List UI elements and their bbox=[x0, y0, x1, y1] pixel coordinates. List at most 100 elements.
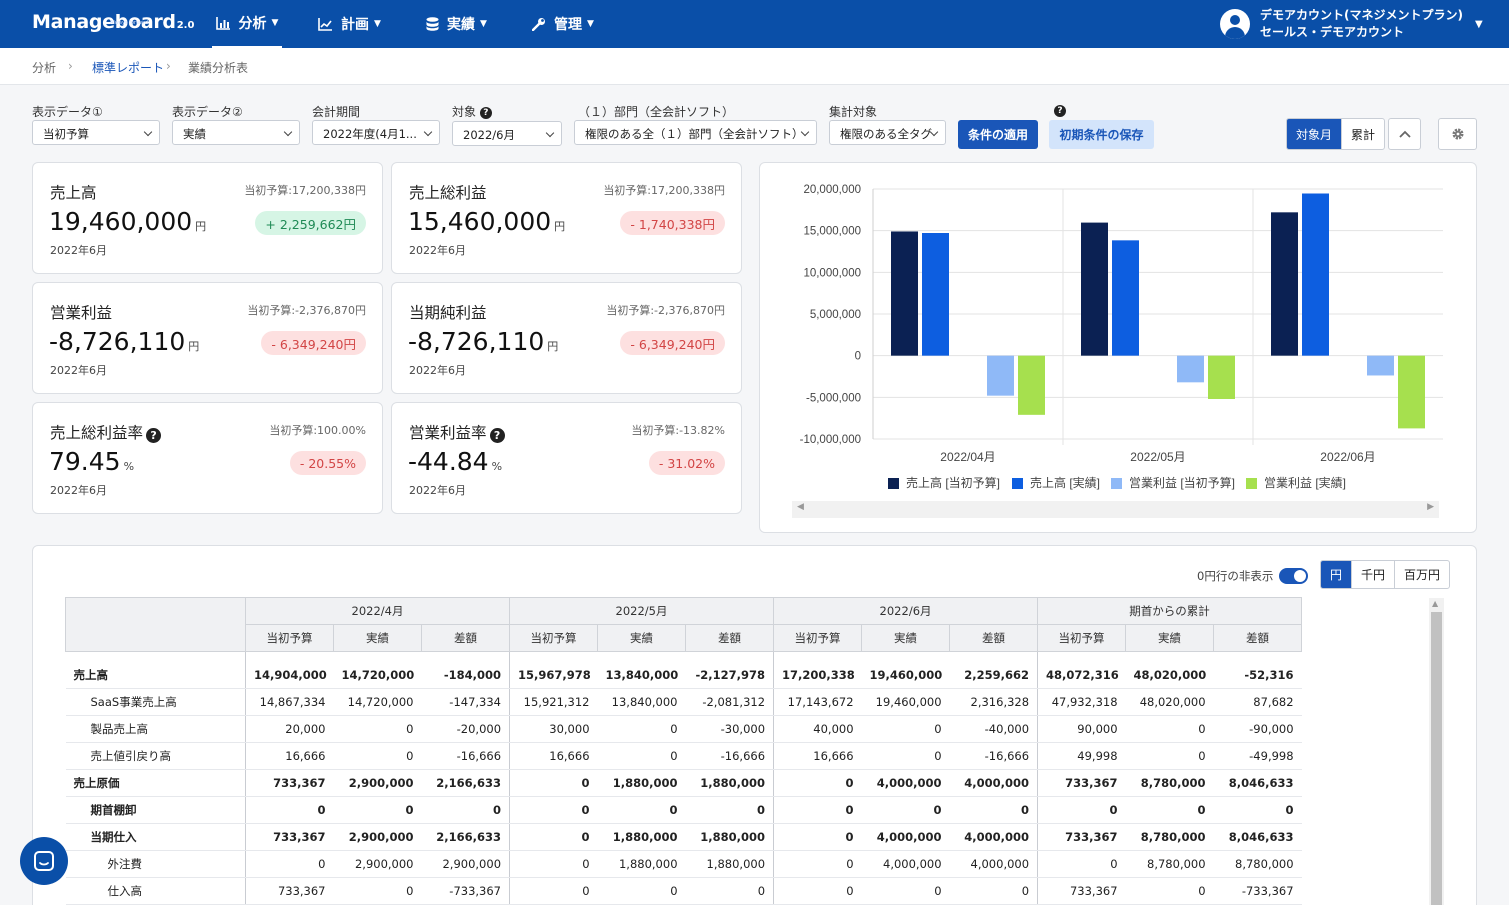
table-row[interactable]: 売上原価 733,367 2,900,000 2,166,633 0 1,880,000 1… bbox=[65, 769, 1302, 797]
table-cell: 0 bbox=[1037, 796, 1126, 824]
chevron-down-icon: ▼ bbox=[1474, 18, 1483, 30]
kpi-title-text: 売上総利益 bbox=[409, 184, 487, 202]
user-org: セールス・デモアカウント bbox=[1260, 25, 1405, 39]
kpi-value-number: 79.45 bbox=[49, 447, 121, 476]
kpi-title-text: 営業利益率 bbox=[409, 424, 487, 442]
breadcrumb: 分析 › 標準レポート › 業績分析表 bbox=[0, 48, 1509, 85]
kpi-budget: 当初予算:17,200,338円 bbox=[603, 184, 725, 197]
help-icon[interactable]: ? bbox=[489, 428, 505, 443]
nav-analysis[interactable]: 分析 ▼ bbox=[212, 0, 282, 48]
user-menu[interactable]: デモアカウント(マネジメントプラン) セールス・デモアカウント ▼ bbox=[1220, 6, 1483, 42]
table-cell: -40,000 bbox=[949, 715, 1038, 743]
aggregate-tag-select[interactable]: 権限のある全タグ bbox=[829, 120, 946, 145]
kpi-unit: 円 bbox=[188, 340, 200, 353]
table-row[interactable]: 仕入高 733,367 0 -733,367 0 0 0 0 0 0 733,367 0 -733,36… bbox=[65, 877, 1302, 905]
table-cell: 1,880,000 bbox=[597, 769, 686, 797]
chevron-up-icon bbox=[1398, 130, 1411, 138]
table-cell: 0 bbox=[1213, 796, 1302, 824]
table-cell: 14,867,334 bbox=[245, 688, 334, 716]
column-header: 当初予算 bbox=[245, 624, 334, 652]
help-icon[interactable]: ? bbox=[146, 428, 162, 443]
kpi-date: 2022年6月 bbox=[50, 484, 107, 497]
table-row[interactable]: 製品売上高 20,000 0 -20,000 30,000 0 -30,000 40,000 0… bbox=[65, 715, 1302, 743]
kpi-title: 売上総利益 bbox=[409, 181, 487, 203]
scrollbar-thumb[interactable] bbox=[1431, 612, 1442, 905]
table-cell: 1,880,000 bbox=[597, 823, 686, 851]
bar bbox=[1018, 355, 1045, 415]
collapse-button[interactable] bbox=[1388, 118, 1421, 150]
column-header: 実績 bbox=[597, 624, 687, 652]
table-row[interactable]: SaaS事業売上高 14,867,334 14,720,000 -147,334 15,… bbox=[65, 688, 1302, 716]
chart-horizontal-scrollbar[interactable]: ◀ ▶ bbox=[792, 501, 1439, 518]
table-cell: 4,000,000 bbox=[949, 823, 1038, 851]
save-default-conditions-button[interactable]: 初期条件の保存 bbox=[1049, 120, 1154, 149]
nav-plan[interactable]: 計画 ▼ bbox=[318, 0, 381, 48]
kpi-value-number: -44.84 bbox=[408, 447, 489, 476]
kpi-value: 19,460,000 円 bbox=[49, 207, 206, 236]
breadcrumb-current: 業績分析表 bbox=[188, 61, 249, 75]
x-tick-label: 2022/05月 bbox=[1130, 450, 1185, 464]
table-cell: 0 bbox=[509, 823, 598, 851]
kpi-card-gross-margin: 売上総利益率? 当初予算:100.00% 79.45% - 20.55% 2022年6月 bbox=[32, 402, 383, 514]
table-cell: 0 bbox=[773, 769, 862, 797]
display-data2-select[interactable]: 実績 bbox=[172, 120, 300, 145]
breadcrumb-standard-report[interactable]: 標準レポート bbox=[92, 61, 165, 75]
table-cell: 8,780,000 bbox=[1125, 823, 1214, 851]
table-cell: 19,460,000 bbox=[861, 688, 950, 716]
app-logo[interactable]: Manageboard 2.0 bbox=[32, 11, 194, 33]
help-icon[interactable]: ? bbox=[479, 106, 492, 119]
legend-label: 売上高 [当初予算] bbox=[906, 475, 1000, 490]
settings-button[interactable] bbox=[1438, 118, 1477, 150]
kpi-date: 2022年6月 bbox=[409, 364, 466, 377]
table-row[interactable]: 売上高 14,904,000 14,720,000 -184,000 15,967,97… bbox=[65, 651, 1302, 689]
kpi-unit: % bbox=[491, 460, 503, 473]
help-icon[interactable]: ? bbox=[1054, 105, 1066, 117]
kpi-diff-badge: - 1,740,338円 bbox=[620, 211, 725, 235]
unit-million-yen[interactable]: 百万円 bbox=[1394, 561, 1449, 588]
user-avatar-icon bbox=[1220, 9, 1250, 39]
kpi-date: 2022年6月 bbox=[50, 244, 107, 257]
toggle-target-month[interactable]: 対象月 bbox=[1287, 119, 1342, 149]
nav-actuals[interactable]: 実績 ▼ bbox=[426, 0, 487, 48]
apply-conditions-button[interactable]: 条件の適用 bbox=[958, 120, 1038, 149]
table-row[interactable]: 当期仕入 733,367 2,900,000 2,166,633 0 1,880,000 1… bbox=[65, 823, 1302, 851]
target-month-select[interactable]: 2022/6月 bbox=[452, 121, 562, 146]
table-row[interactable]: 売上値引戻り高 16,666 0 -16,666 16,666 0 -16,666 16,66… bbox=[65, 742, 1302, 770]
kpi-budget: 当初予算:100.00% bbox=[269, 424, 366, 437]
logo-version: 2.0 bbox=[176, 20, 195, 31]
table-vertical-scrollbar[interactable]: ▲ bbox=[1429, 598, 1444, 905]
table-cell: 0 bbox=[333, 796, 422, 824]
kpi-diff-badge: - 6,349,240円 bbox=[620, 331, 725, 355]
y-tick-label: 5,000,000 bbox=[810, 309, 861, 321]
display-data1-select[interactable]: 当初予算 bbox=[32, 120, 160, 145]
logo-text: Manageboard bbox=[32, 11, 176, 33]
table-row[interactable]: 外注費 0 2,900,000 2,900,000 0 1,880,000 1,880,00… bbox=[65, 850, 1302, 878]
bar-chart-icon bbox=[215, 16, 230, 30]
unit-toggle: 円 千円 百万円 bbox=[1320, 560, 1451, 589]
toggle-cumulative[interactable]: 累計 bbox=[1341, 119, 1384, 149]
y-tick-label: 20,000,000 bbox=[803, 184, 861, 196]
row-label: 当期仕入 bbox=[65, 823, 246, 851]
bar bbox=[891, 231, 918, 356]
department-select[interactable]: 権限のある全（１）部門（全会計ソフト） bbox=[574, 120, 817, 145]
row-label: 外注費 bbox=[65, 850, 246, 878]
bar bbox=[1302, 193, 1329, 356]
unit-thousand-yen[interactable]: 千円 bbox=[1351, 561, 1394, 588]
user-name: デモアカウント(マネジメントプラン) bbox=[1260, 8, 1463, 22]
breadcrumb-analysis[interactable]: 分析 bbox=[32, 61, 57, 75]
analysis-table-panel: 0円行の非表示 円 千円 百万円 2022/4月 2022/5月 2022/6月 期首… bbox=[32, 545, 1477, 905]
table-cell: 13,840,000 bbox=[597, 688, 686, 716]
chart-panel: 20,000,000 15,000,000 10,000,000 5,000,000 0… bbox=[759, 162, 1477, 533]
unit-yen[interactable]: 円 bbox=[1321, 561, 1352, 588]
kpi-date: 2022年6月 bbox=[409, 244, 466, 257]
hide-zero-toggle[interactable] bbox=[1279, 568, 1309, 584]
chat-support-button[interactable] bbox=[20, 837, 68, 885]
nav-admin[interactable]: 管理 ▼ bbox=[532, 0, 594, 48]
hide-zero-rows-control[interactable]: 0円行の非表示 bbox=[1197, 568, 1309, 584]
wrench-icon bbox=[532, 18, 545, 31]
kpi-value-number: -8,726,110 bbox=[49, 327, 186, 356]
table-row[interactable]: 期首棚卸 0 0 0 0 0 0 0 0 0 0 0 0 bbox=[65, 796, 1302, 824]
fiscal-period-select[interactable]: 2022年度(4月1... bbox=[312, 120, 440, 145]
kpi-budget: 当初予算:-2,376,870円 bbox=[247, 304, 366, 317]
table-cell: 1,880,000 bbox=[685, 769, 774, 797]
